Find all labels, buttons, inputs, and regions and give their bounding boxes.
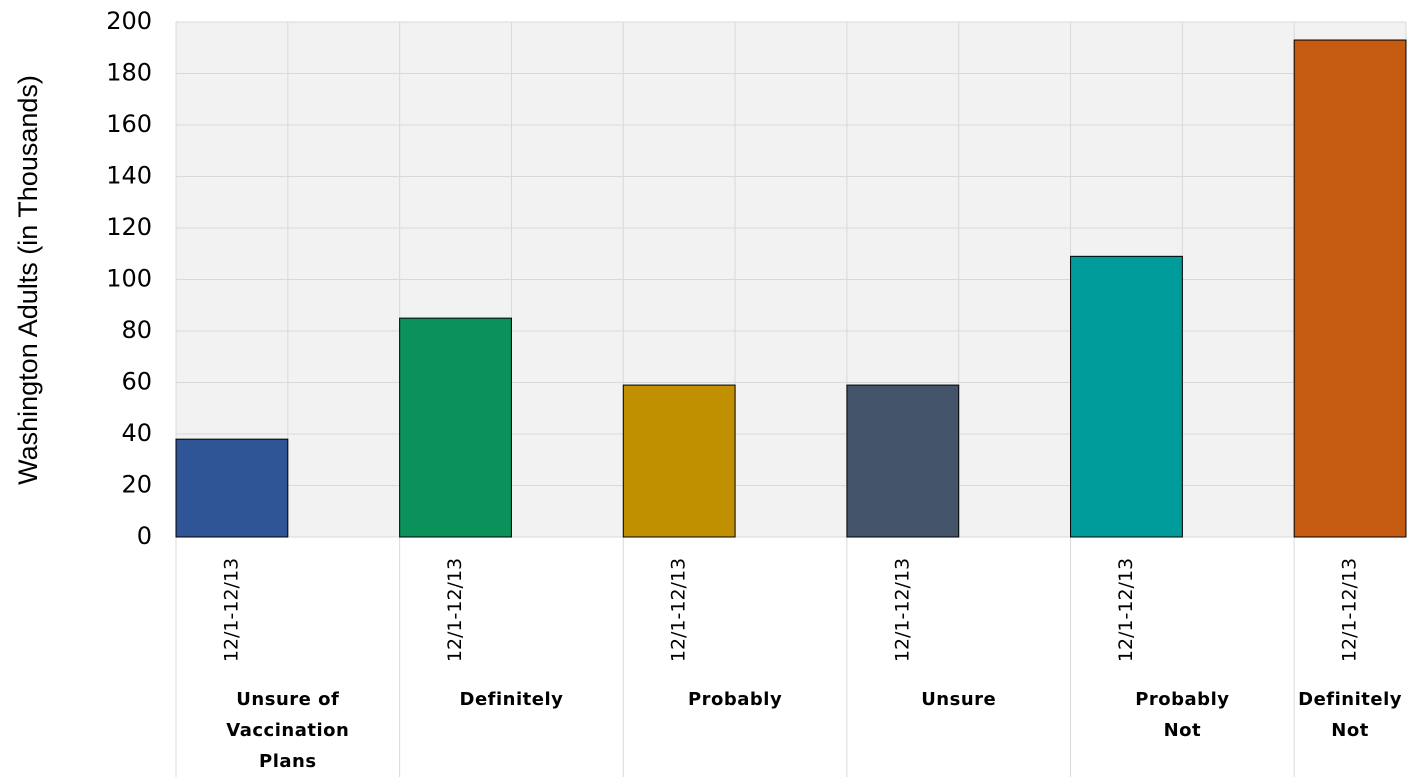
x-tick-label: 12/1-12/13 [891,558,913,662]
y-tick-label: 80 [121,316,152,344]
x-tick-label: 12/1-12/13 [1339,558,1361,662]
y-tick-label: 160 [106,110,152,138]
y-tick-label: 200 [106,7,152,35]
y-tick-label: 40 [121,419,152,447]
y-tick-label: 0 [137,522,152,550]
y-axis-label: Washington Adults (in Thousands) [13,75,43,485]
group-label: Definitely Not [1298,689,1402,741]
group-label: Unsure [921,689,997,710]
bar [846,384,960,538]
y-tick-label: 100 [106,265,152,293]
x-tick-label: 12/1-12/13 [1115,558,1137,662]
y-tick-label: 20 [121,471,152,499]
group-label: Unsure of Vaccination Plans [226,689,350,772]
x-tick-label: 12/1-12/13 [668,558,690,662]
group-label: Probably [687,689,783,710]
x-tick-label: 12/1-12/13 [220,558,242,662]
bar [175,438,289,538]
y-tick-label: 60 [121,368,152,396]
y-tick-label: 180 [106,59,152,87]
bar [622,384,736,538]
bar [1293,39,1407,538]
y-tick-label: 120 [106,213,152,241]
bar [1070,255,1183,538]
group-label: Probably Not [1135,689,1230,741]
x-tick-label: 12/1-12/13 [444,558,466,662]
bar [399,317,512,538]
group-label: Definitely [459,689,564,710]
y-tick-label: 140 [106,162,152,190]
